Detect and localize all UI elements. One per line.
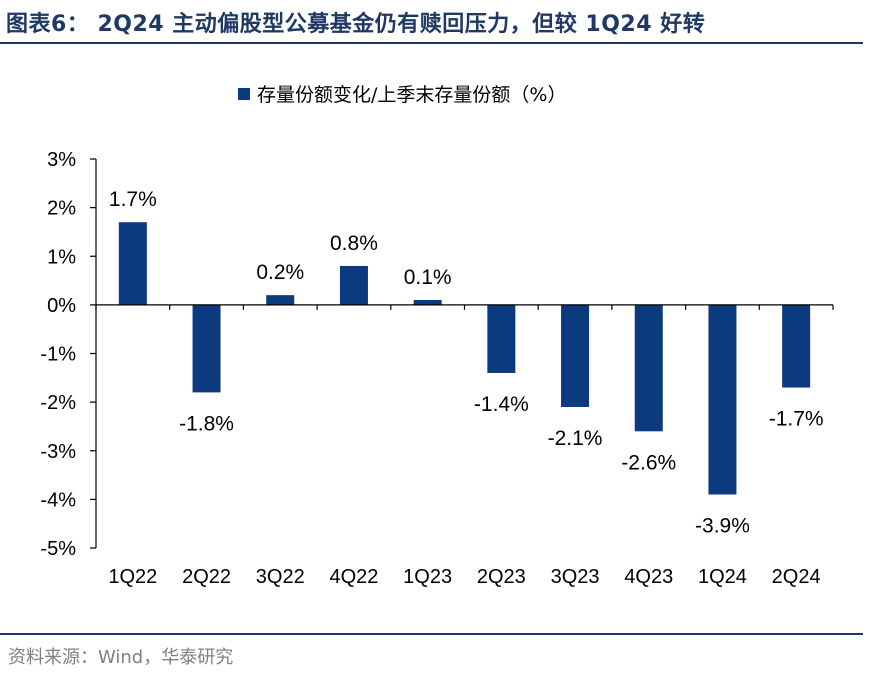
y-axis: 3% 2% 1% 0% -1% -2% -3% -4% -5%	[40, 149, 97, 560]
bar	[634, 304, 663, 432]
bar	[487, 304, 516, 373]
data-label: -3.9%	[695, 515, 750, 538]
data-label: -2.1%	[548, 427, 603, 450]
x-tick-label: 1Q23	[403, 566, 452, 588]
data-label: 0.1%	[404, 266, 452, 289]
x-tick-label: 2Q22	[182, 566, 231, 588]
x-tick-label: 1Q24	[698, 566, 747, 588]
legend-label: 存量份额变化/上季末存量份额（%）	[257, 84, 566, 106]
data-label: 0.8%	[330, 232, 378, 255]
x-tick-label: 2Q24	[772, 566, 821, 588]
source-note: 资料来源：Wind，华泰研究	[8, 647, 234, 668]
data-label: -1.7%	[769, 408, 824, 431]
y-tick-label: -4%	[40, 489, 76, 511]
bar	[561, 304, 590, 407]
y-tick-label: 3%	[47, 149, 76, 171]
data-labels-group: 1.7% -1.8% 0.2% 0.8% 0.1% -1.4% -2.1% -2.6% -3.9…	[109, 188, 824, 537]
bottom-divider	[0, 633, 863, 635]
x-axis: 1Q22 2Q22 3Q22 4Q22 1Q23 2Q23 3Q23 4Q23 1Q24 2Q24	[95, 304, 834, 588]
y-tick-label: -5%	[40, 538, 76, 560]
y-tick-label: 0%	[47, 295, 76, 317]
bars-group	[118, 222, 811, 495]
y-tick-label: -3%	[40, 441, 76, 463]
x-tick-label: 2Q23	[477, 566, 526, 588]
x-tick-label: 4Q23	[624, 566, 673, 588]
x-tick-label: 4Q22	[329, 566, 378, 588]
bar	[192, 304, 221, 393]
data-label: 0.2%	[256, 261, 304, 284]
chart-legend: 存量份额变化/上季末存量份额（%）	[238, 84, 566, 106]
data-label: -1.8%	[179, 412, 234, 435]
bar	[708, 304, 737, 495]
bar	[339, 265, 368, 305]
legend-swatch	[238, 88, 250, 100]
data-label: -2.6%	[621, 451, 676, 474]
x-tick-label: 3Q22	[256, 566, 305, 588]
bar	[118, 222, 147, 305]
data-label: -1.4%	[474, 393, 529, 416]
y-tick-label: -1%	[40, 344, 76, 366]
x-tick-label: 3Q23	[551, 566, 600, 588]
bar	[782, 304, 811, 388]
y-tick-label: 2%	[47, 198, 76, 220]
bar	[413, 300, 442, 305]
y-tick-label: -2%	[40, 392, 76, 414]
figure-title: 图表6： 2Q24 主动偏股型公募基金仍有赎回压力，但较 1Q24 好转	[6, 12, 706, 37]
top-divider	[0, 42, 863, 44]
data-label: 1.7%	[109, 188, 157, 211]
bar	[266, 295, 295, 305]
y-tick-label: 1%	[47, 246, 76, 268]
x-tick-label: 1Q22	[108, 566, 157, 588]
